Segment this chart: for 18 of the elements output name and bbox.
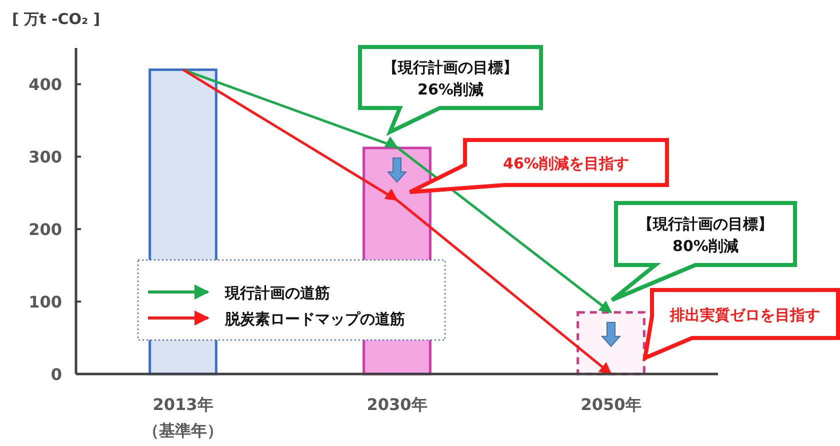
x-tick-label: 2030年 (366, 395, 428, 414)
legend-label: 脱炭素ロードマップの道筋 (224, 310, 405, 328)
annotation: 【現行計画の目標】 80%削減 (638, 215, 773, 255)
annotation: 【現行計画の目標】 26%削減 (383, 58, 518, 98)
callout: 排出実質ゼロを目指す (642, 288, 840, 362)
annotation: 46%削減を目指す (503, 154, 629, 172)
annotation: 排出実質ゼロを目指す (669, 306, 820, 324)
y-axis-title: [ 万t -CO₂ ] (12, 10, 100, 28)
legend-label: 現行計画の道筋 (224, 284, 330, 302)
x-tick-label: 2013年（基準年） (143, 395, 223, 440)
y-tick-label: 300 (28, 148, 62, 167)
y-tick-label: 0 (50, 365, 62, 384)
callout: 46%削減を目指す (408, 138, 669, 194)
callout: 【現行計画の目標】 26%削減 (358, 45, 543, 136)
x-tick-label: 2050年 (580, 395, 642, 414)
y-tick-label: 100 (28, 292, 62, 312)
y-tick-label: 400 (28, 75, 62, 94)
y-tick-label: 200 (28, 220, 62, 240)
